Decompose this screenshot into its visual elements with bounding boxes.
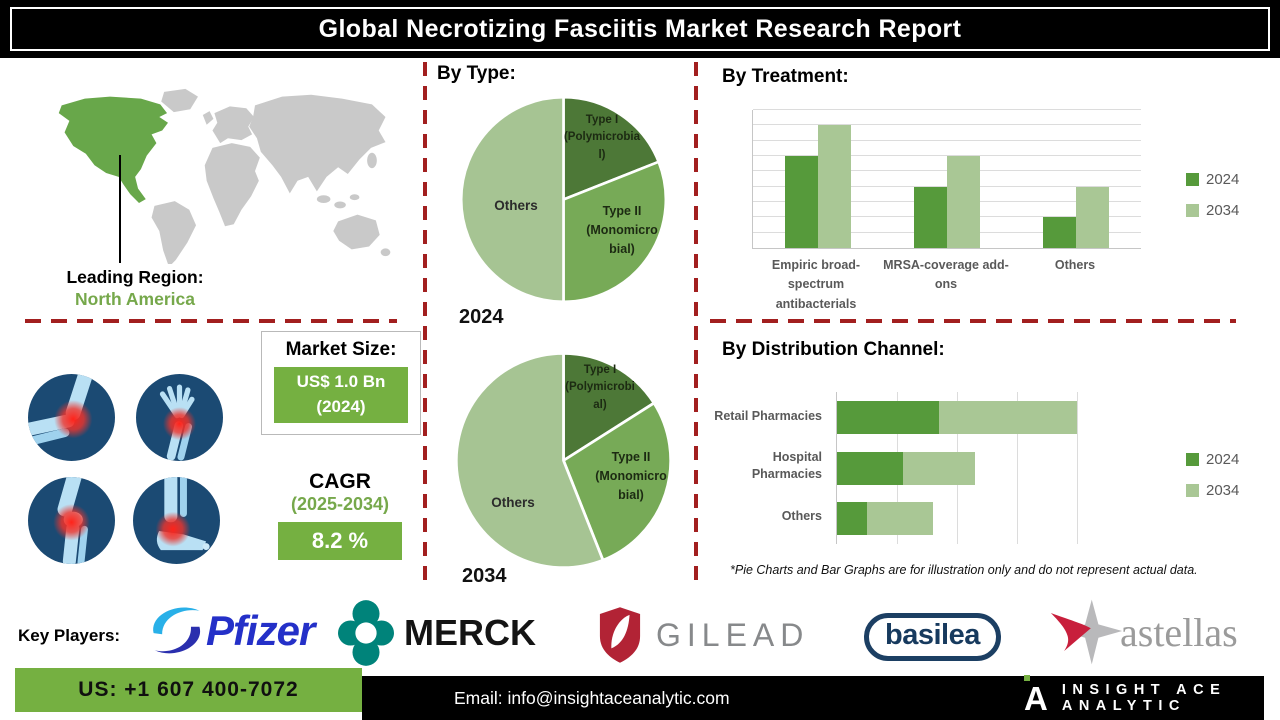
map-japan <box>367 152 377 169</box>
distribution-category-1: Retail Pharmacies <box>714 409 822 423</box>
pie-2024-year: 2024 <box>459 306 504 328</box>
gilead-logo: GILEAD <box>598 604 809 666</box>
divider-right-horizontal <box>710 319 1236 323</box>
map-new-zealand <box>380 248 391 257</box>
footer-email: Email: info@insightaceanalytic.com <box>454 687 730 708</box>
pfizer-wordmark: Pfizer <box>206 607 315 654</box>
gilead-shield-icon <box>599 607 641 663</box>
insight-ace-a-icon: A <box>1024 674 1048 715</box>
map-uk <box>202 111 214 125</box>
map-asia <box>249 94 386 194</box>
gilead-wordmark: GILEAD <box>656 616 810 653</box>
pie-chart-2034 <box>453 350 674 571</box>
title-border: Global Necrotizing Fasciitis Market Rese… <box>10 7 1270 51</box>
legend-item-2034: 2034 <box>1186 202 1239 219</box>
map-south-america <box>151 201 197 264</box>
map-australia <box>333 214 380 250</box>
distribution-legend: 2024 2034 <box>1186 451 1239 499</box>
market-size-box: Market Size: US$ 1.0 Bn (2024) <box>261 331 421 435</box>
distribution-category-3: Others <box>781 509 822 523</box>
legend-item-2024: 2024 <box>1186 451 1239 468</box>
astellas-wordmark: astellas <box>1120 609 1238 655</box>
map-island-1 <box>316 195 331 203</box>
cagr-block: CAGR (2025-2034) 8.2 % <box>261 470 419 560</box>
treatment-category-1: Empiric broad-spectrum antibacterials <box>771 258 861 311</box>
chart-disclaimer: *Pie Charts and Bar Graphs are for illus… <box>730 563 1198 577</box>
section-heading-by-distribution: By Distribution Channel: <box>722 339 945 360</box>
legend-swatch-2024 <box>1186 453 1199 466</box>
pie-2024-label-type2: Type II (Monomicro bial) <box>586 204 658 256</box>
key-players-label: Key Players: <box>18 626 121 645</box>
pie-2034-label-type1: Type I (Polymicrobi al) <box>565 364 635 411</box>
divider-vertical-1 <box>423 62 427 590</box>
market-size-value: US$ 1.0 Bn (2024) <box>274 367 408 423</box>
basilea-pill-outline: basilea <box>864 613 1001 661</box>
treatment-category-2: MRSA-coverage add-ons <box>883 258 1009 292</box>
legend-swatch-2034 <box>1186 204 1199 217</box>
leading-region-label: Leading Region: <box>66 267 204 287</box>
legend-swatch-2024 <box>1186 173 1199 186</box>
title-bar: Global Necrotizing Fasciitis Market Rese… <box>0 0 1280 58</box>
cagr-heading: CAGR <box>309 470 371 493</box>
divider-vertical-2 <box>694 62 698 590</box>
treatment-bar-chart <box>752 109 1141 249</box>
legend-label-2034: 2034 <box>1206 482 1240 499</box>
legend-swatch-2034 <box>1186 484 1199 497</box>
astellas-star-icon <box>1050 599 1123 665</box>
distribution-bar-chart <box>836 392 1137 544</box>
map-pointer-line <box>119 155 121 263</box>
xray-hand-image <box>136 374 223 461</box>
leading-region-value: North America <box>75 289 195 309</box>
section-heading-by-treatment: By Treatment: <box>722 66 849 87</box>
xray-elbow-image <box>28 374 115 461</box>
insight-ace-accent-dot <box>1024 674 1030 681</box>
cagr-period: (2025-2034) <box>290 494 390 514</box>
pfizer-swoosh-icon <box>153 607 201 654</box>
merck-logo: MERCK <box>338 598 536 668</box>
xray-foot-image <box>133 477 220 564</box>
xray-knee-image <box>28 477 115 564</box>
legend-label-2024: 2024 <box>1206 171 1240 188</box>
pie-chart-2024 <box>458 94 669 305</box>
legend-label-2034: 2034 <box>1206 202 1240 219</box>
pie-2034-year: 2034 <box>462 565 507 587</box>
insight-ace-logo: A INSIGHT ACE ANALYTIC <box>1024 674 1264 720</box>
distribution-category-2: Hospital Pharmacies <box>751 450 822 481</box>
treatment-category-3: Others <box>1054 258 1096 272</box>
legend-item-2024: 2024 <box>1186 171 1239 188</box>
footer-phone-bar: US: +1 607 400-7072 <box>15 668 362 712</box>
basilea-logo: basilea <box>864 613 1001 661</box>
section-heading-by-type: By Type: <box>437 63 516 84</box>
pie-2034-label-others: Others <box>491 495 535 510</box>
footer-phone: US: +1 607 400-7072 <box>78 678 299 701</box>
world-map <box>58 88 391 264</box>
pfizer-logo: Pfizer <box>142 596 315 666</box>
page-title: Global Necrotizing Fasciitis Market Rese… <box>318 14 962 43</box>
market-size-heading: Market Size: <box>285 339 397 360</box>
map-greenland <box>161 88 198 113</box>
merck-clover-icon <box>338 600 394 666</box>
divider-left-horizontal <box>25 319 397 323</box>
pie-2024-label-others: Others <box>494 198 538 213</box>
map-island-2 <box>334 201 346 209</box>
map-north-america-highlight <box>58 96 169 203</box>
merck-wordmark: MERCK <box>404 612 536 653</box>
footer-email-bar: Email: info@insightaceanalytic.com A INS… <box>362 674 1264 720</box>
map-europe <box>212 106 255 144</box>
basilea-wordmark: basilea <box>885 619 980 651</box>
astellas-logo: astellas <box>1048 596 1238 668</box>
insight-ace-brand-text: INSIGHT ACE ANALYTIC <box>1061 682 1227 714</box>
pie-2034-label-type2: Type II (Monomicro bial) <box>595 450 667 502</box>
pie-2024-label-type1: Type I (Polymicrobia l) <box>563 114 641 161</box>
treatment-legend: 2024 2034 <box>1186 171 1239 219</box>
legend-label-2024: 2024 <box>1206 451 1240 468</box>
legend-item-2034: 2034 <box>1186 482 1239 499</box>
map-africa <box>204 143 260 227</box>
cagr-value: 8.2 % <box>278 522 402 560</box>
map-island-3 <box>349 194 360 201</box>
